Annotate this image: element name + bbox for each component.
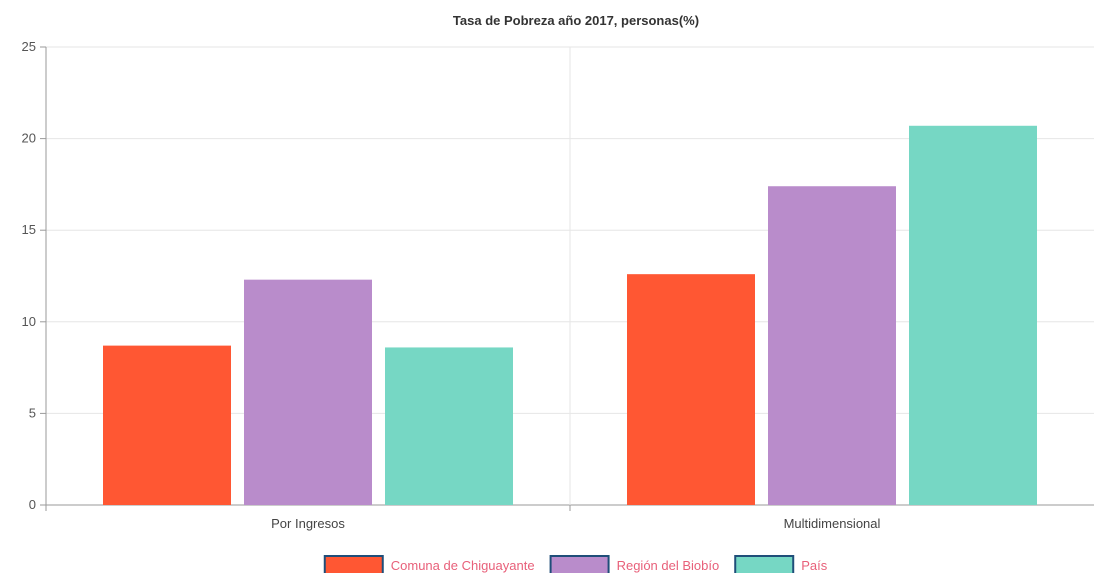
x-tick-label: Por Ingresos [271, 516, 345, 531]
legend-label: País [801, 558, 828, 573]
legend-item[interactable]: Comuna de Chiguayante [325, 556, 535, 573]
y-tick-label: 10 [22, 314, 36, 329]
legend-swatch [551, 556, 609, 573]
legend-item[interactable]: Región del Biobío [551, 556, 720, 573]
chart-title: Tasa de Pobreza año 2017, personas(%) [453, 13, 699, 28]
bar[interactable] [385, 347, 513, 505]
bar[interactable] [627, 274, 755, 505]
y-tick-label: 5 [29, 405, 36, 420]
bar[interactable] [909, 126, 1037, 505]
legend-swatch [735, 556, 793, 573]
legend: Comuna de Chiguayante Región del Biobío Pa… [325, 556, 828, 573]
bar[interactable] [244, 280, 372, 505]
y-tick-label: 25 [22, 39, 36, 54]
legend-label: Región del Biobío [617, 558, 720, 573]
y-tick-label: 0 [29, 497, 36, 512]
legend-item[interactable]: País [735, 556, 828, 573]
y-tick-label: 20 [22, 131, 36, 146]
y-tick-label: 15 [22, 222, 36, 237]
x-tick-label: Multidimensional [784, 516, 881, 531]
bar[interactable] [768, 186, 896, 505]
legend-swatch [325, 556, 383, 573]
legend-label: Comuna de Chiguayante [391, 558, 535, 573]
bar[interactable] [103, 346, 231, 505]
